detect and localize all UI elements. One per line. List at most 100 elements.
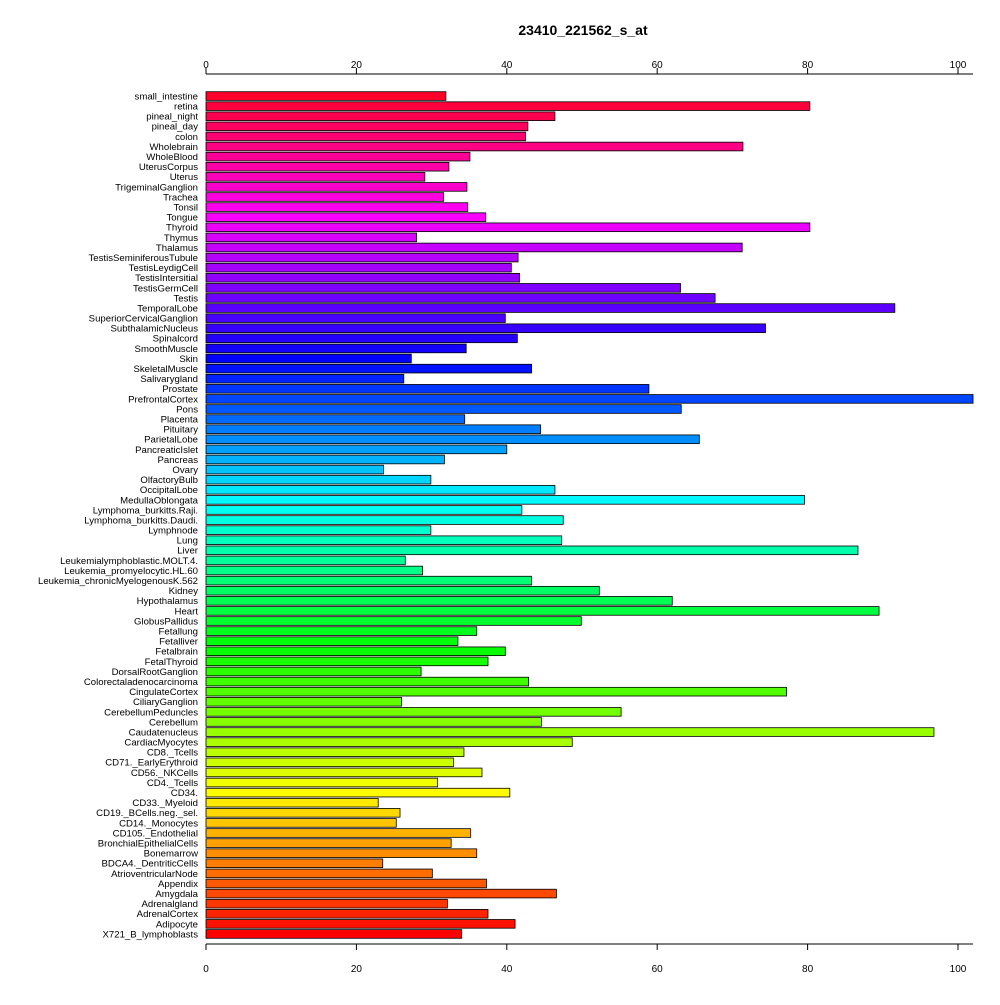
bar-77 (205, 868, 433, 879)
x-tick-label-top-0: 0 (203, 60, 209, 71)
bar-26 (205, 353, 412, 364)
category-label-74: BronchialEpithelialCells (98, 839, 198, 850)
category-label-82: Adipocyte (156, 919, 198, 930)
x-tick-label-bottom-100: 100 (950, 964, 967, 975)
category-label-67: CD56._NKCells (131, 768, 198, 779)
x-tick-label-top-20: 20 (351, 60, 363, 71)
bar-45 (205, 545, 859, 556)
category-label-72: CD14._Monocytes (119, 818, 198, 829)
bar-46 (205, 555, 406, 566)
category-label-14: Thymus (164, 233, 198, 244)
bar-58 (205, 676, 530, 687)
category-label-4: colon (175, 132, 198, 143)
bar-13 (205, 222, 811, 233)
bar-59 (205, 686, 787, 697)
bar-12 (205, 212, 487, 222)
bar-76 (205, 858, 384, 869)
bar-33 (205, 424, 542, 434)
bar-17 (205, 262, 512, 273)
bar-6 (205, 151, 471, 162)
category-label-79: Amygdala (155, 889, 198, 900)
category-label-29: Prostate (162, 384, 198, 395)
category-label-28: Salivarygland (140, 374, 198, 385)
category-label-76: BDCA4._DentriticCells (102, 859, 199, 870)
bar-1 (205, 101, 811, 111)
category-label-50: Hypothalamus (137, 596, 199, 607)
bar-64 (205, 737, 573, 747)
bar-81 (205, 909, 489, 919)
category-label-81: AdrenalCortex (137, 909, 199, 920)
bar-0 (205, 91, 447, 101)
category-label-26: Skin (179, 354, 198, 365)
bar-9 (205, 182, 468, 192)
category-label-0: small_intestine (135, 91, 198, 102)
x-tick-label-top-100: 100 (950, 60, 967, 71)
bar-79 (205, 888, 557, 899)
bar-51 (205, 606, 880, 616)
bar-62 (205, 717, 542, 727)
category-label-59: CingulateCortex (129, 687, 198, 698)
category-label-46: Leukemialymphoblastic.MOLT.4. (60, 556, 198, 567)
bar-78 (205, 878, 487, 889)
bar-66 (205, 757, 454, 768)
category-label-71: CD19._BCells.neg._sel. (96, 808, 198, 819)
bar-71 (205, 808, 401, 818)
category-label-18: TestisIntersitial (135, 273, 198, 284)
bar-32 (205, 414, 466, 424)
category-label-61: CerebellumPeduncles (104, 707, 198, 718)
bar-30 (205, 394, 974, 404)
bar-55 (205, 646, 506, 657)
category-label-1: retina (174, 102, 199, 113)
bar-series (205, 91, 974, 939)
bar-83 (205, 929, 463, 939)
bar-31 (205, 404, 682, 414)
x-axis-bottom: 0 20 40 60 80 100 (203, 943, 974, 975)
category-label-5: Wholebrain (149, 142, 198, 153)
bar-29 (205, 384, 650, 394)
category-label-27: SkeletalMuscle (133, 364, 198, 375)
bar-2 (205, 111, 556, 121)
category-label-40: MedullaOblongata (120, 495, 199, 506)
bar-72 (205, 818, 397, 828)
bar-37 (205, 464, 384, 475)
category-label-19: TestisGermCell (133, 283, 198, 294)
bar-80 (205, 898, 448, 909)
category-label-16: TestisSeminiferousTubule (89, 253, 199, 264)
category-label-62: Cerebellum (149, 717, 198, 728)
category-label-45: Liver (177, 546, 199, 557)
category-label-44: Lung (177, 536, 198, 547)
x-tick-label-top-60: 60 (652, 60, 664, 71)
category-label-41: Lymphoma_burkitts.Raji. (93, 505, 198, 516)
bar-74 (205, 838, 452, 848)
bar-11 (205, 202, 469, 212)
bar-41 (205, 505, 523, 515)
bar-82 (205, 919, 516, 929)
category-label-13: Thyroid (166, 223, 198, 234)
category-label-57: DorsalRootGanglion (112, 667, 198, 678)
bar-65 (205, 747, 465, 757)
bar-54 (205, 636, 459, 646)
category-label-55: Fetalbrain (155, 647, 198, 658)
category-label-65: CD8._Tcells (147, 748, 198, 759)
bar-53 (205, 626, 478, 636)
category-label-25: SmoothMuscle (135, 344, 198, 355)
x-tick-label-bottom-40: 40 (501, 964, 513, 975)
x-tick-label-top-80: 80 (802, 60, 814, 71)
bar-8 (205, 172, 426, 182)
category-label-53: Fetallung (159, 627, 198, 638)
bar-36 (205, 454, 445, 465)
bar-69 (205, 787, 511, 798)
category-label-75: Bonemarrow (144, 849, 198, 860)
bar-20 (205, 293, 716, 303)
category-label-6: WholeBlood (146, 152, 198, 163)
x-tick-label-bottom-80: 80 (802, 964, 814, 975)
category-label-80: Adrenalgland (141, 899, 198, 910)
category-label-69: CD34. (171, 788, 198, 799)
category-label-83: X721_B_lymphoblasts (103, 929, 199, 940)
bar-19 (205, 283, 681, 293)
bar-48 (205, 575, 533, 586)
bar-14 (205, 232, 417, 243)
category-label-2: pineal_night (146, 112, 198, 123)
bar-24 (205, 333, 518, 344)
